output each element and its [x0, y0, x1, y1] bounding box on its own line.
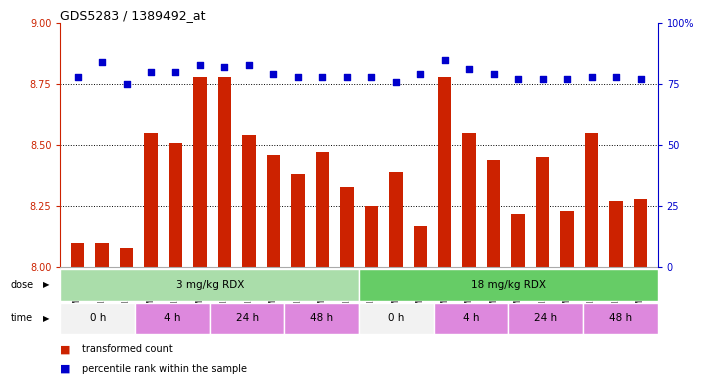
Bar: [119, 248, 133, 384]
Bar: [487, 160, 501, 384]
Bar: [135, 303, 210, 334]
Point: [390, 79, 402, 85]
Point: [316, 74, 328, 80]
Text: ■: ■: [60, 364, 71, 374]
Text: 24 h: 24 h: [534, 313, 557, 323]
Bar: [359, 269, 658, 301]
Point: [635, 76, 646, 82]
Bar: [609, 201, 623, 384]
Bar: [284, 303, 359, 334]
Bar: [340, 187, 353, 384]
Point: [341, 74, 353, 80]
Point: [586, 74, 597, 80]
Bar: [389, 172, 402, 384]
Text: 3 mg/kg RDX: 3 mg/kg RDX: [176, 280, 244, 290]
Point: [268, 71, 279, 78]
Text: 4 h: 4 h: [463, 313, 479, 323]
Text: ▶: ▶: [43, 314, 49, 323]
Text: 48 h: 48 h: [609, 313, 632, 323]
Text: percentile rank within the sample: percentile rank within the sample: [82, 364, 247, 374]
Bar: [583, 303, 658, 334]
Point: [488, 71, 499, 78]
Bar: [144, 133, 158, 384]
Bar: [359, 303, 434, 334]
Bar: [511, 214, 525, 384]
Bar: [438, 77, 451, 384]
Bar: [560, 211, 574, 384]
Text: ■: ■: [60, 344, 71, 354]
Point: [243, 61, 255, 68]
Bar: [60, 269, 359, 301]
Text: 18 mg/kg RDX: 18 mg/kg RDX: [471, 280, 546, 290]
Bar: [536, 157, 550, 384]
Point: [219, 64, 230, 70]
Point: [562, 76, 573, 82]
Point: [439, 56, 450, 63]
Point: [121, 81, 132, 87]
Point: [464, 66, 475, 73]
Bar: [169, 143, 182, 384]
Bar: [508, 303, 583, 334]
Text: 48 h: 48 h: [310, 313, 333, 323]
Point: [170, 69, 181, 75]
Point: [194, 61, 205, 68]
Point: [97, 59, 108, 65]
Text: GDS5283 / 1389492_at: GDS5283 / 1389492_at: [60, 9, 206, 22]
Text: dose: dose: [11, 280, 34, 290]
Bar: [585, 133, 599, 384]
Text: 4 h: 4 h: [164, 313, 181, 323]
Bar: [242, 136, 256, 384]
Bar: [291, 174, 304, 384]
Point: [513, 76, 524, 82]
Bar: [634, 199, 647, 384]
Bar: [462, 133, 476, 384]
Point: [365, 74, 377, 80]
Point: [537, 76, 548, 82]
Text: 0 h: 0 h: [90, 313, 106, 323]
Bar: [210, 303, 284, 334]
Point: [610, 74, 621, 80]
Point: [292, 74, 304, 80]
Point: [72, 74, 83, 80]
Bar: [434, 303, 508, 334]
Text: 0 h: 0 h: [388, 313, 405, 323]
Bar: [193, 77, 207, 384]
Text: 24 h: 24 h: [235, 313, 259, 323]
Bar: [60, 303, 135, 334]
Text: time: time: [11, 313, 33, 323]
Point: [145, 69, 156, 75]
Bar: [95, 243, 109, 384]
Bar: [71, 243, 85, 384]
Bar: [316, 152, 329, 384]
Bar: [365, 206, 378, 384]
Text: ▶: ▶: [43, 280, 49, 290]
Bar: [218, 77, 231, 384]
Point: [415, 71, 426, 78]
Bar: [267, 155, 280, 384]
Text: transformed count: transformed count: [82, 344, 173, 354]
Bar: [414, 226, 427, 384]
